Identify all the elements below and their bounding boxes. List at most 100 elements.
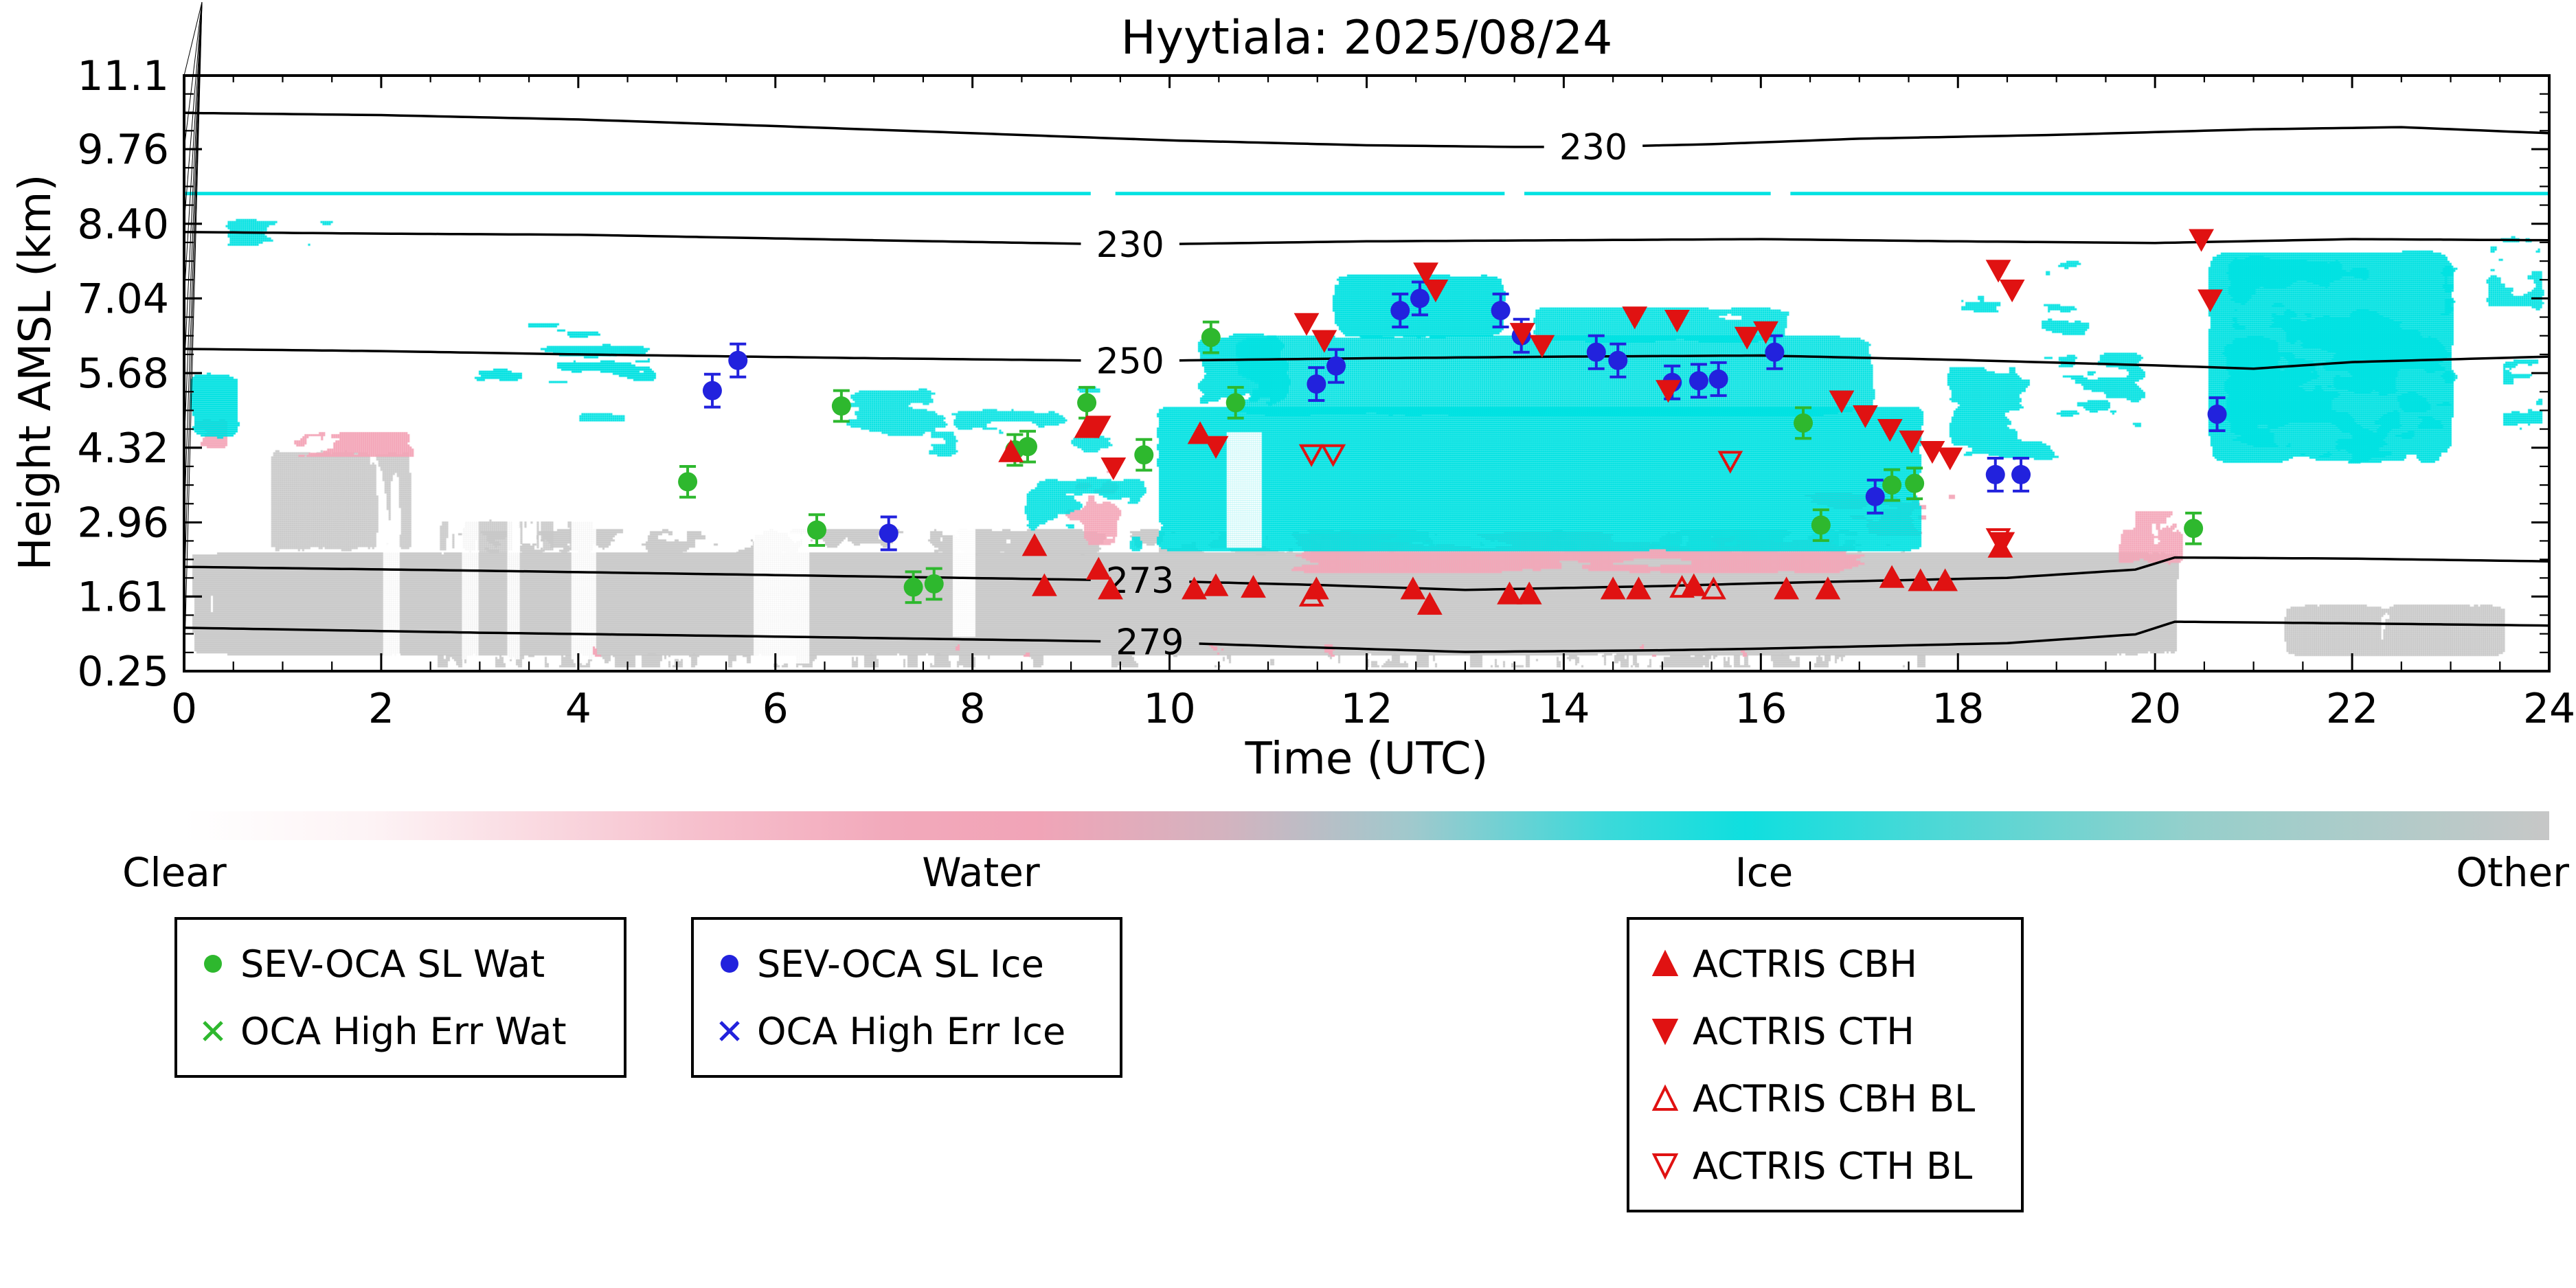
data-point [1031,573,1057,596]
data-point [1669,575,1695,598]
series-sev-oca-sl-wat [678,320,2204,605]
triangle-down-marker-icon [1651,1019,1679,1046]
contour-label: 230 [1559,127,1627,168]
data-point [1497,581,1522,605]
legend-box-1: SEV-OCA SL Ice OCA High Err Ice [691,917,1122,1078]
y-tick-label: 0.25 [77,648,169,696]
data-point [1134,445,1154,465]
data-point [1664,309,1690,333]
legend-item: ACTRIS CBH BL [1650,1068,2000,1129]
colorbar-label-ice: Ice [1735,849,1794,896]
data-point [1413,262,1438,286]
data-point [1985,464,2005,484]
data-point [1241,575,1266,598]
temperature-contour [183,348,2550,370]
data-point [1516,581,1542,605]
data-point [1529,335,1555,358]
data-point [1899,430,1925,453]
legend-item-label: OCA High Err Ice [757,1009,1066,1053]
legend-item-label: OCA High Err Wat [240,1009,567,1053]
data-point [1753,321,1778,344]
data-point [1656,380,1681,403]
x-tick-label: 10 [1143,685,1195,733]
data-point [2184,519,2204,539]
data-point [1225,393,1245,413]
legend-item-label: ACTRIS CTH BL [1693,1144,1973,1188]
triangle-down-marker-icon [1651,1153,1679,1180]
data-point [1390,301,1410,321]
data-point [728,350,748,370]
data-point [1985,260,2011,283]
x-tick-label: 4 [565,685,591,733]
temperature-contour [183,620,2550,653]
legend-item: SEV-OCA SL Ice [714,934,1099,994]
circle-marker-icon [721,955,738,973]
data-point [1085,416,1111,439]
data-point [998,439,1024,462]
data-point [1626,576,1651,600]
data-point [1201,328,1221,348]
data-point [1326,356,1346,376]
x-marker-icon [203,1021,223,1041]
y-tick-label: 11.1 [77,52,169,100]
data-point [1622,306,1648,330]
data-point [831,396,851,416]
data-point [1688,371,1708,391]
legend-item-label: ACTRIS CTH [1693,1009,1914,1053]
colorbar-label-clear: Clear [122,849,227,896]
data-point [1077,393,1097,413]
data-point [1298,583,1324,607]
colorbar-label-other: Other [2456,849,2569,896]
legend-item: OCA High Err Wat [198,1001,603,1061]
x-tick-label: 6 [762,685,789,733]
y-tick-label: 4.32 [77,425,169,473]
data-point [1794,413,1814,433]
legend-box-0: SEV-OCA SL Wat OCA High Err Wat [174,917,626,1078]
temperature-contour [183,556,2550,591]
data-point [1600,576,1626,600]
x-tick-label: 20 [2129,685,2181,733]
x-tick-label: 8 [960,685,986,733]
series-actris-cth-bl [1298,444,2011,552]
data-point [1410,289,1430,308]
data-point [1774,576,1800,600]
y-tick-label: 7.04 [77,275,169,323]
data-point [1400,576,1426,600]
data-point [1877,419,1903,442]
data-point [1098,576,1123,600]
data-point [1608,350,1628,370]
circle-marker-icon [204,955,222,973]
axis-tick [183,1,203,299]
y-tick-label: 9.76 [77,126,169,174]
y-axis-label: Height AMSL (km) [10,174,61,571]
data-point [1182,576,1207,600]
temperature-contour [183,111,2550,148]
data-point [1701,576,1726,600]
x-tick-label: 2 [368,685,394,733]
data-point [1882,475,1902,495]
data-point [1865,486,1885,506]
x-axis-label: Time (UTC) [1245,734,1489,784]
axes: 0 2 4 6 8 10 12 14 16 18 20 22 240.251.612.964.325.6… [77,1,2575,733]
data-point [1085,556,1111,580]
data-point [2011,464,2031,484]
legend-item-label: SEV-OCA SL Wat [240,942,545,986]
data-point [807,520,827,540]
colorbar-label-water: Water [922,849,1040,896]
x-tick-label: 22 [2326,685,2378,733]
chart-title: Hyytiala: 2025/08/24 [1120,11,1613,65]
data-point [1734,326,1760,350]
data-point [1811,515,1831,535]
data-point [1416,591,1443,615]
data-point [1932,568,1958,591]
x-tick-label: 16 [1735,685,1787,733]
y-tick-label: 5.68 [77,350,169,398]
data-point [1074,415,1100,438]
x-tick-label: 14 [1537,685,1590,733]
data-point [1021,533,1048,556]
axis-tick [183,1,203,76]
y-tick-label: 8.40 [77,201,169,249]
contour-label: 250 [1096,341,1164,383]
data-point [1879,565,1905,588]
data-point [1586,342,1606,362]
